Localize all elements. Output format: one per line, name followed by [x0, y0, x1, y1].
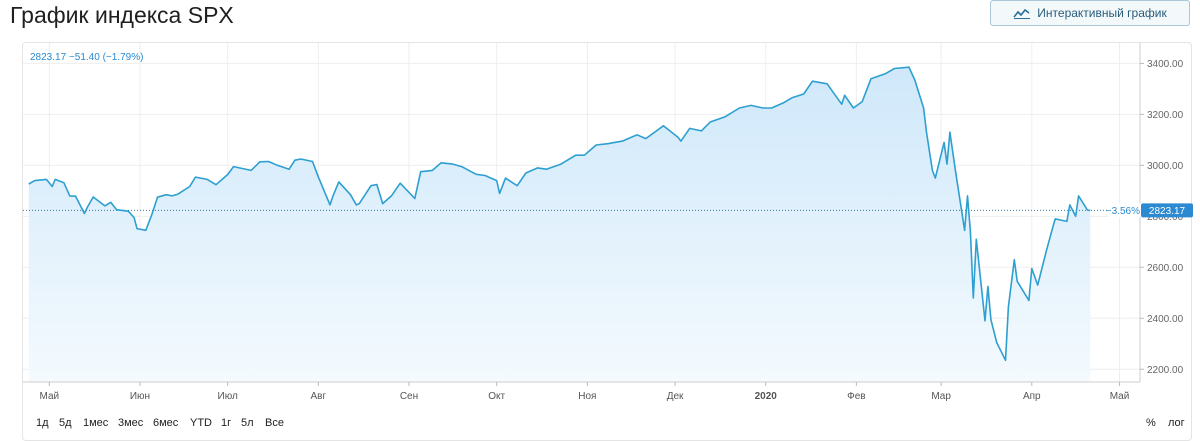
price-badge: 2823.17 [1141, 203, 1193, 218]
x-tick-label: Дек [667, 391, 684, 402]
x-tick-label: Сен [400, 391, 418, 402]
x-axis: Май Июн Июл Авг Сен Окт Ноя Дек 2020 Фев Мар Апр Май [40, 382, 1130, 402]
x-tick-label: Июл [218, 391, 238, 402]
change-badge: −3.56% [1106, 203, 1142, 218]
price-area [28, 67, 1091, 382]
x-tick-label: Май [1110, 391, 1130, 402]
y-tick-label: 3400.00 [1147, 59, 1184, 70]
last-price-value: 2823.17 [1149, 206, 1186, 217]
range-button[interactable]: 1г [221, 417, 232, 429]
line-chart-icon [1013, 8, 1031, 19]
range-button[interactable]: 5д [59, 417, 72, 429]
x-tick-label: Авг [311, 391, 327, 402]
x-tick-label: Фев [847, 391, 865, 402]
price-legend: 2823.17 −51.40 (−1.79%) [30, 52, 143, 63]
x-tick-label: Май [40, 391, 60, 402]
range-button[interactable]: 5л [241, 417, 254, 429]
x-tick-label: Ноя [578, 391, 596, 402]
interactive-chart-button[interactable]: Интерактивный график [990, 0, 1190, 26]
price-line [28, 66, 1091, 362]
y-tick-label: 2600.00 [1147, 263, 1184, 274]
y-tick-label: 3200.00 [1147, 110, 1184, 121]
x-tick-label: 2020 [755, 391, 778, 402]
y-tick-label: 2200.00 [1147, 365, 1184, 376]
y-tick-label: 3000.00 [1147, 161, 1184, 172]
y-tick-label: 2400.00 [1147, 314, 1184, 325]
x-tick-label: Мар [931, 391, 951, 402]
range-button[interactable]: YTD [190, 417, 212, 429]
range-button[interactable]: 3мес [118, 417, 144, 429]
change-percent: −3.56% [1106, 206, 1140, 217]
interactive-chart-label: Интерактивный график [1037, 6, 1167, 20]
x-tick-label: Апр [1023, 391, 1041, 402]
page-title: График индекса SPX [10, 2, 234, 28]
range-button[interactable]: 6мес [153, 417, 179, 429]
log-scale-button[interactable]: лог [1168, 417, 1185, 429]
range-button[interactable]: Все [265, 417, 284, 429]
range-button[interactable]: 1д [36, 417, 49, 429]
x-tick-label: Окт [488, 391, 505, 402]
percent-scale-button[interactable]: % [1146, 417, 1156, 429]
x-tick-label: Июн [130, 391, 150, 402]
range-button[interactable]: 1мес [83, 417, 109, 429]
